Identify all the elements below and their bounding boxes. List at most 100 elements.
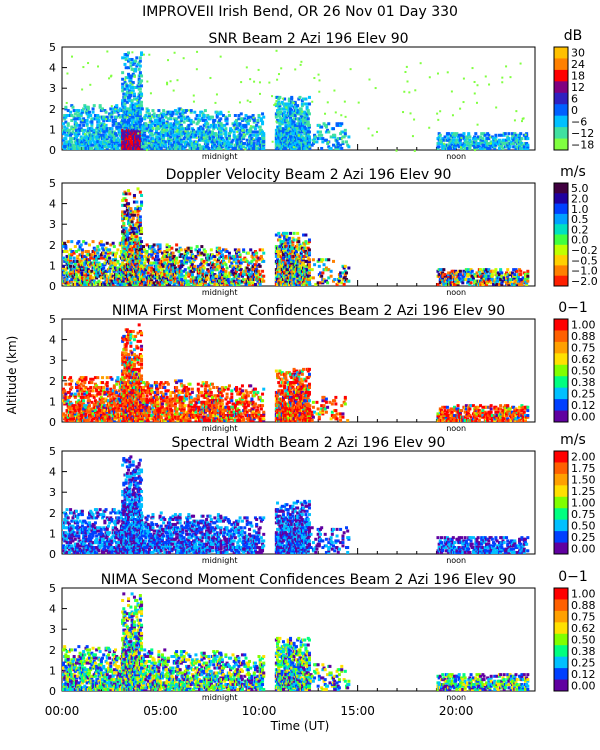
heatmap-cell [493, 146, 497, 150]
heatmap-cell [219, 128, 223, 132]
heatmap-cell [147, 253, 151, 257]
heatmap-cell [102, 125, 106, 129]
heatmap-cell [519, 140, 523, 144]
heatmap-cell [140, 105, 144, 109]
heatmap-cell [153, 138, 157, 142]
heatmap-cell [76, 117, 80, 121]
heatmap-cell [255, 268, 259, 272]
heatmap-cell [172, 254, 176, 258]
heatmap-cell [131, 132, 135, 136]
heatmap-cell [188, 259, 192, 263]
heatmap-cell [428, 76, 431, 79]
heatmap-cell [256, 118, 260, 122]
heatmap-cell [70, 118, 74, 122]
heatmap-cell [218, 118, 222, 122]
heatmap-cell [305, 146, 309, 150]
heatmap-cell [482, 143, 486, 147]
heatmap-cell [62, 245, 65, 249]
heatmap-cell [134, 251, 138, 255]
heatmap-cell [258, 248, 262, 252]
heatmap-cell [96, 114, 100, 118]
heatmap-cell [233, 282, 237, 286]
heatmap-cell [168, 138, 172, 142]
heatmap-cell [455, 132, 459, 136]
heatmap-cell [115, 140, 119, 144]
heatmap-cell [62, 268, 65, 272]
heatmap-cell [443, 135, 447, 139]
heatmap-cell [138, 223, 142, 227]
y-tick-label: 0 [49, 144, 56, 157]
heatmap-cell [63, 145, 67, 149]
heatmap-cell [73, 276, 77, 280]
heatmap-cell [296, 104, 300, 108]
heatmap-cell [67, 128, 71, 132]
heatmap-cell [249, 130, 253, 134]
heatmap-cell [313, 137, 317, 141]
heatmap-cell [205, 143, 209, 147]
heatmap-cell [135, 137, 139, 141]
heatmap-cell [279, 254, 283, 258]
heatmap-cell [296, 123, 300, 127]
heatmap-cell [129, 114, 132, 117]
heatmap-cell [117, 274, 121, 278]
heatmap-cell [223, 261, 227, 265]
heatmap-cell [306, 109, 310, 113]
heatmap-cell [138, 81, 142, 85]
heatmap-cell [180, 130, 184, 134]
heatmap-cell [224, 127, 228, 131]
heatmap-cell [180, 264, 184, 268]
heatmap-cell [121, 210, 125, 214]
heatmap-cell [215, 263, 219, 267]
heatmap-cell [85, 135, 89, 139]
heatmap-cell [306, 110, 310, 114]
heatmap-cell [287, 122, 291, 126]
heatmap-cell [481, 145, 485, 149]
heatmap-cell [142, 245, 146, 249]
heatmap-cell [214, 125, 218, 129]
heatmap-cell [175, 112, 179, 116]
heatmap-cell [307, 102, 311, 106]
y-tick-label: 1 [49, 123, 56, 136]
heatmap-cell [65, 256, 69, 260]
heatmap-cell [98, 241, 102, 245]
heatmap-cell [147, 266, 151, 270]
heatmap-cell [183, 132, 187, 136]
heatmap-cell [128, 57, 132, 61]
heatmap-cell [103, 282, 107, 286]
heatmap-cell [286, 241, 290, 245]
heatmap-cell [467, 133, 471, 137]
heatmap-cell [327, 130, 331, 134]
heatmap-cell [476, 137, 480, 141]
heatmap-cell [522, 145, 526, 149]
heatmap-cell [262, 115, 266, 119]
heatmap-cell [76, 268, 80, 272]
heatmap-cell [140, 256, 144, 260]
heatmap-cell [160, 130, 164, 134]
heatmap-cell [205, 274, 209, 278]
heatmap-cell [276, 112, 280, 116]
heatmap-cell [237, 282, 241, 286]
heatmap-cell [146, 271, 150, 275]
heatmap-cell [213, 273, 217, 277]
heatmap-cell [256, 133, 260, 137]
heatmap-cell [83, 138, 87, 142]
heatmap-cell [320, 146, 324, 150]
heatmap-cell [463, 143, 467, 147]
heatmap-cell [196, 274, 200, 278]
heatmap-cell [238, 266, 242, 270]
heatmap-cell [220, 263, 224, 267]
heatmap-cell [91, 110, 95, 114]
heatmap-cell [307, 130, 311, 134]
heatmap-cell [248, 268, 252, 272]
heatmap-cell [163, 258, 167, 262]
heatmap-cell [170, 268, 174, 272]
heatmap-cell [367, 127, 370, 130]
heatmap-cell [180, 118, 184, 122]
heatmap-cell [131, 115, 135, 119]
heatmap-cell [182, 130, 186, 134]
heatmap-cell [286, 238, 290, 242]
heatmap-cell [82, 123, 86, 127]
heatmap-cell [213, 138, 217, 142]
heatmap-cell [181, 279, 185, 283]
heatmap-cell [153, 123, 157, 127]
